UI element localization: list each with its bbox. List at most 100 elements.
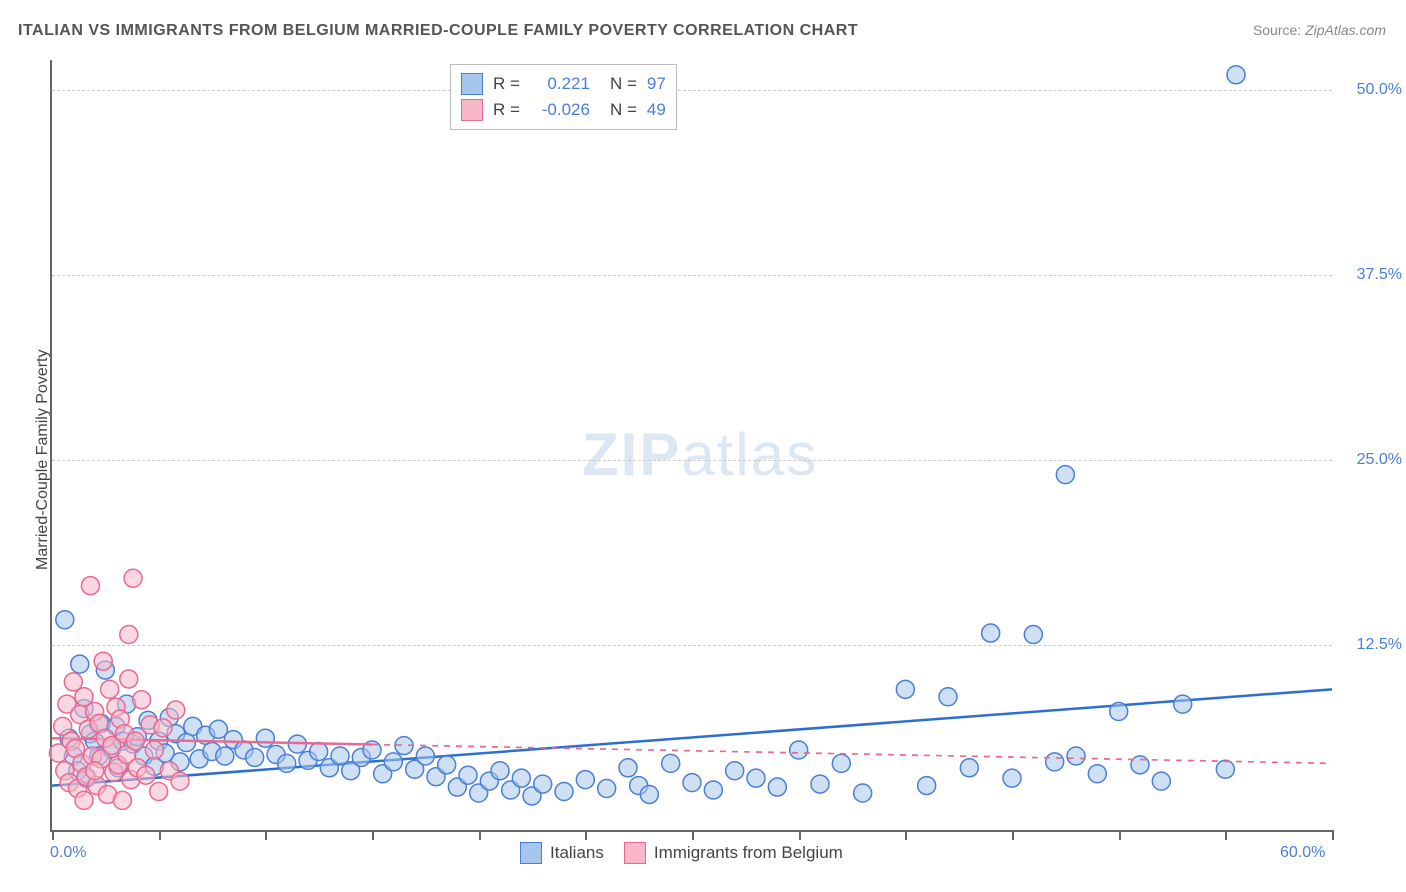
data-point	[384, 753, 402, 771]
chart-container: ITALIAN VS IMMIGRANTS FROM BELGIUM MARRI…	[0, 0, 1406, 892]
x-tick	[692, 830, 694, 840]
data-point	[1024, 626, 1042, 644]
data-point	[832, 754, 850, 772]
x-tick	[1332, 830, 1334, 840]
x-tick	[52, 830, 54, 840]
x-axis-max-label: 60.0%	[1280, 844, 1325, 862]
plot-area: ZIPatlas 12.5%25.0%37.5%50.0%	[50, 60, 1332, 832]
data-point	[1056, 466, 1074, 484]
data-point	[310, 743, 328, 761]
data-point	[598, 780, 616, 798]
data-point	[1003, 769, 1021, 787]
legend-r-value: -0.026	[530, 100, 590, 120]
data-point	[1216, 760, 1234, 778]
legend-n-value: 97	[647, 74, 666, 94]
data-point	[1227, 66, 1245, 84]
y-tick-label: 37.5%	[1342, 266, 1402, 284]
x-tick	[265, 830, 267, 840]
x-tick	[799, 830, 801, 840]
legend-item-label: Immigrants from Belgium	[654, 843, 843, 863]
y-tick-label: 25.0%	[1342, 451, 1402, 469]
data-point	[71, 655, 89, 673]
x-tick	[372, 830, 374, 840]
legend-r-value: 0.221	[530, 74, 590, 94]
data-point	[790, 741, 808, 759]
source-value: ZipAtlas.com	[1305, 22, 1386, 38]
x-tick	[1012, 830, 1014, 840]
legend-swatch	[624, 842, 646, 864]
data-point	[133, 691, 151, 709]
legend-swatch	[461, 99, 483, 121]
data-point	[811, 775, 829, 793]
data-point	[256, 729, 274, 747]
data-point	[278, 754, 296, 772]
data-point	[1088, 765, 1106, 783]
x-tick	[905, 830, 907, 840]
data-point	[1067, 747, 1085, 765]
data-point	[939, 688, 957, 706]
data-point	[555, 783, 573, 801]
gridline	[52, 645, 1332, 646]
x-axis-min-label: 0.0%	[50, 844, 86, 862]
data-point	[167, 701, 185, 719]
data-point	[154, 719, 172, 737]
legend-r-label: R =	[493, 100, 520, 120]
data-point	[854, 784, 872, 802]
series-legend: Italians Immigrants from Belgium	[520, 842, 843, 864]
data-point	[918, 777, 936, 795]
chart-title: ITALIAN VS IMMIGRANTS FROM BELGIUM MARRI…	[18, 22, 858, 40]
data-point	[86, 762, 104, 780]
data-point	[1131, 756, 1149, 774]
data-point	[896, 680, 914, 698]
data-point	[113, 791, 131, 809]
data-point	[747, 769, 765, 787]
legend-swatch	[520, 842, 542, 864]
data-point	[145, 741, 163, 759]
legend-row: R = 0.221 N = 97	[461, 71, 666, 97]
data-point	[1174, 695, 1192, 713]
legend-n-value: 49	[647, 100, 666, 120]
data-point	[704, 781, 722, 799]
data-point	[126, 732, 144, 750]
data-point	[216, 747, 234, 765]
x-tick	[159, 830, 161, 840]
data-point	[726, 762, 744, 780]
data-point	[619, 759, 637, 777]
scatter-svg	[52, 60, 1332, 830]
x-tick	[1119, 830, 1121, 840]
data-point	[459, 766, 477, 784]
data-point	[491, 762, 509, 780]
data-point	[124, 569, 142, 587]
x-tick	[585, 830, 587, 840]
data-point	[576, 771, 594, 789]
data-point	[416, 747, 434, 765]
data-point	[534, 775, 552, 793]
data-point	[101, 680, 119, 698]
data-point	[81, 577, 99, 595]
legend-n-label: N =	[610, 100, 637, 120]
data-point	[438, 756, 456, 774]
data-point	[683, 774, 701, 792]
data-point	[56, 611, 74, 629]
data-point	[120, 670, 138, 688]
data-point	[512, 769, 530, 787]
legend-item-label: Italians	[550, 843, 604, 863]
data-point	[150, 783, 168, 801]
correlation-legend: R = 0.221 N = 97 R = -0.026 N = 49	[450, 64, 677, 130]
legend-item: Italians	[520, 842, 604, 864]
data-point	[662, 754, 680, 772]
legend-row: R = -0.026 N = 49	[461, 97, 666, 123]
x-tick	[479, 830, 481, 840]
data-point	[75, 791, 93, 809]
data-point	[246, 748, 264, 766]
legend-n-label: N =	[610, 74, 637, 94]
legend-swatch	[461, 73, 483, 95]
source-attribution: Source: ZipAtlas.com	[1253, 22, 1386, 38]
data-point	[1152, 772, 1170, 790]
data-point	[177, 734, 195, 752]
legend-r-label: R =	[493, 74, 520, 94]
data-point	[137, 766, 155, 784]
gridline	[52, 90, 1332, 91]
data-point	[640, 785, 658, 803]
gridline	[52, 460, 1332, 461]
